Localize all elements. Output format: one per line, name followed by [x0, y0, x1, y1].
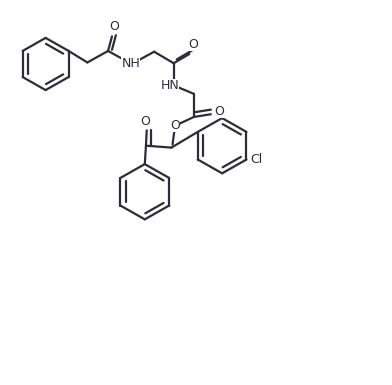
Text: NH: NH [122, 57, 140, 70]
Text: HN: HN [160, 79, 179, 92]
Text: Cl: Cl [250, 153, 262, 166]
Text: O: O [188, 38, 198, 50]
Text: O: O [140, 115, 150, 128]
Text: O: O [170, 119, 180, 132]
Text: O: O [109, 20, 119, 32]
Text: O: O [214, 105, 224, 119]
